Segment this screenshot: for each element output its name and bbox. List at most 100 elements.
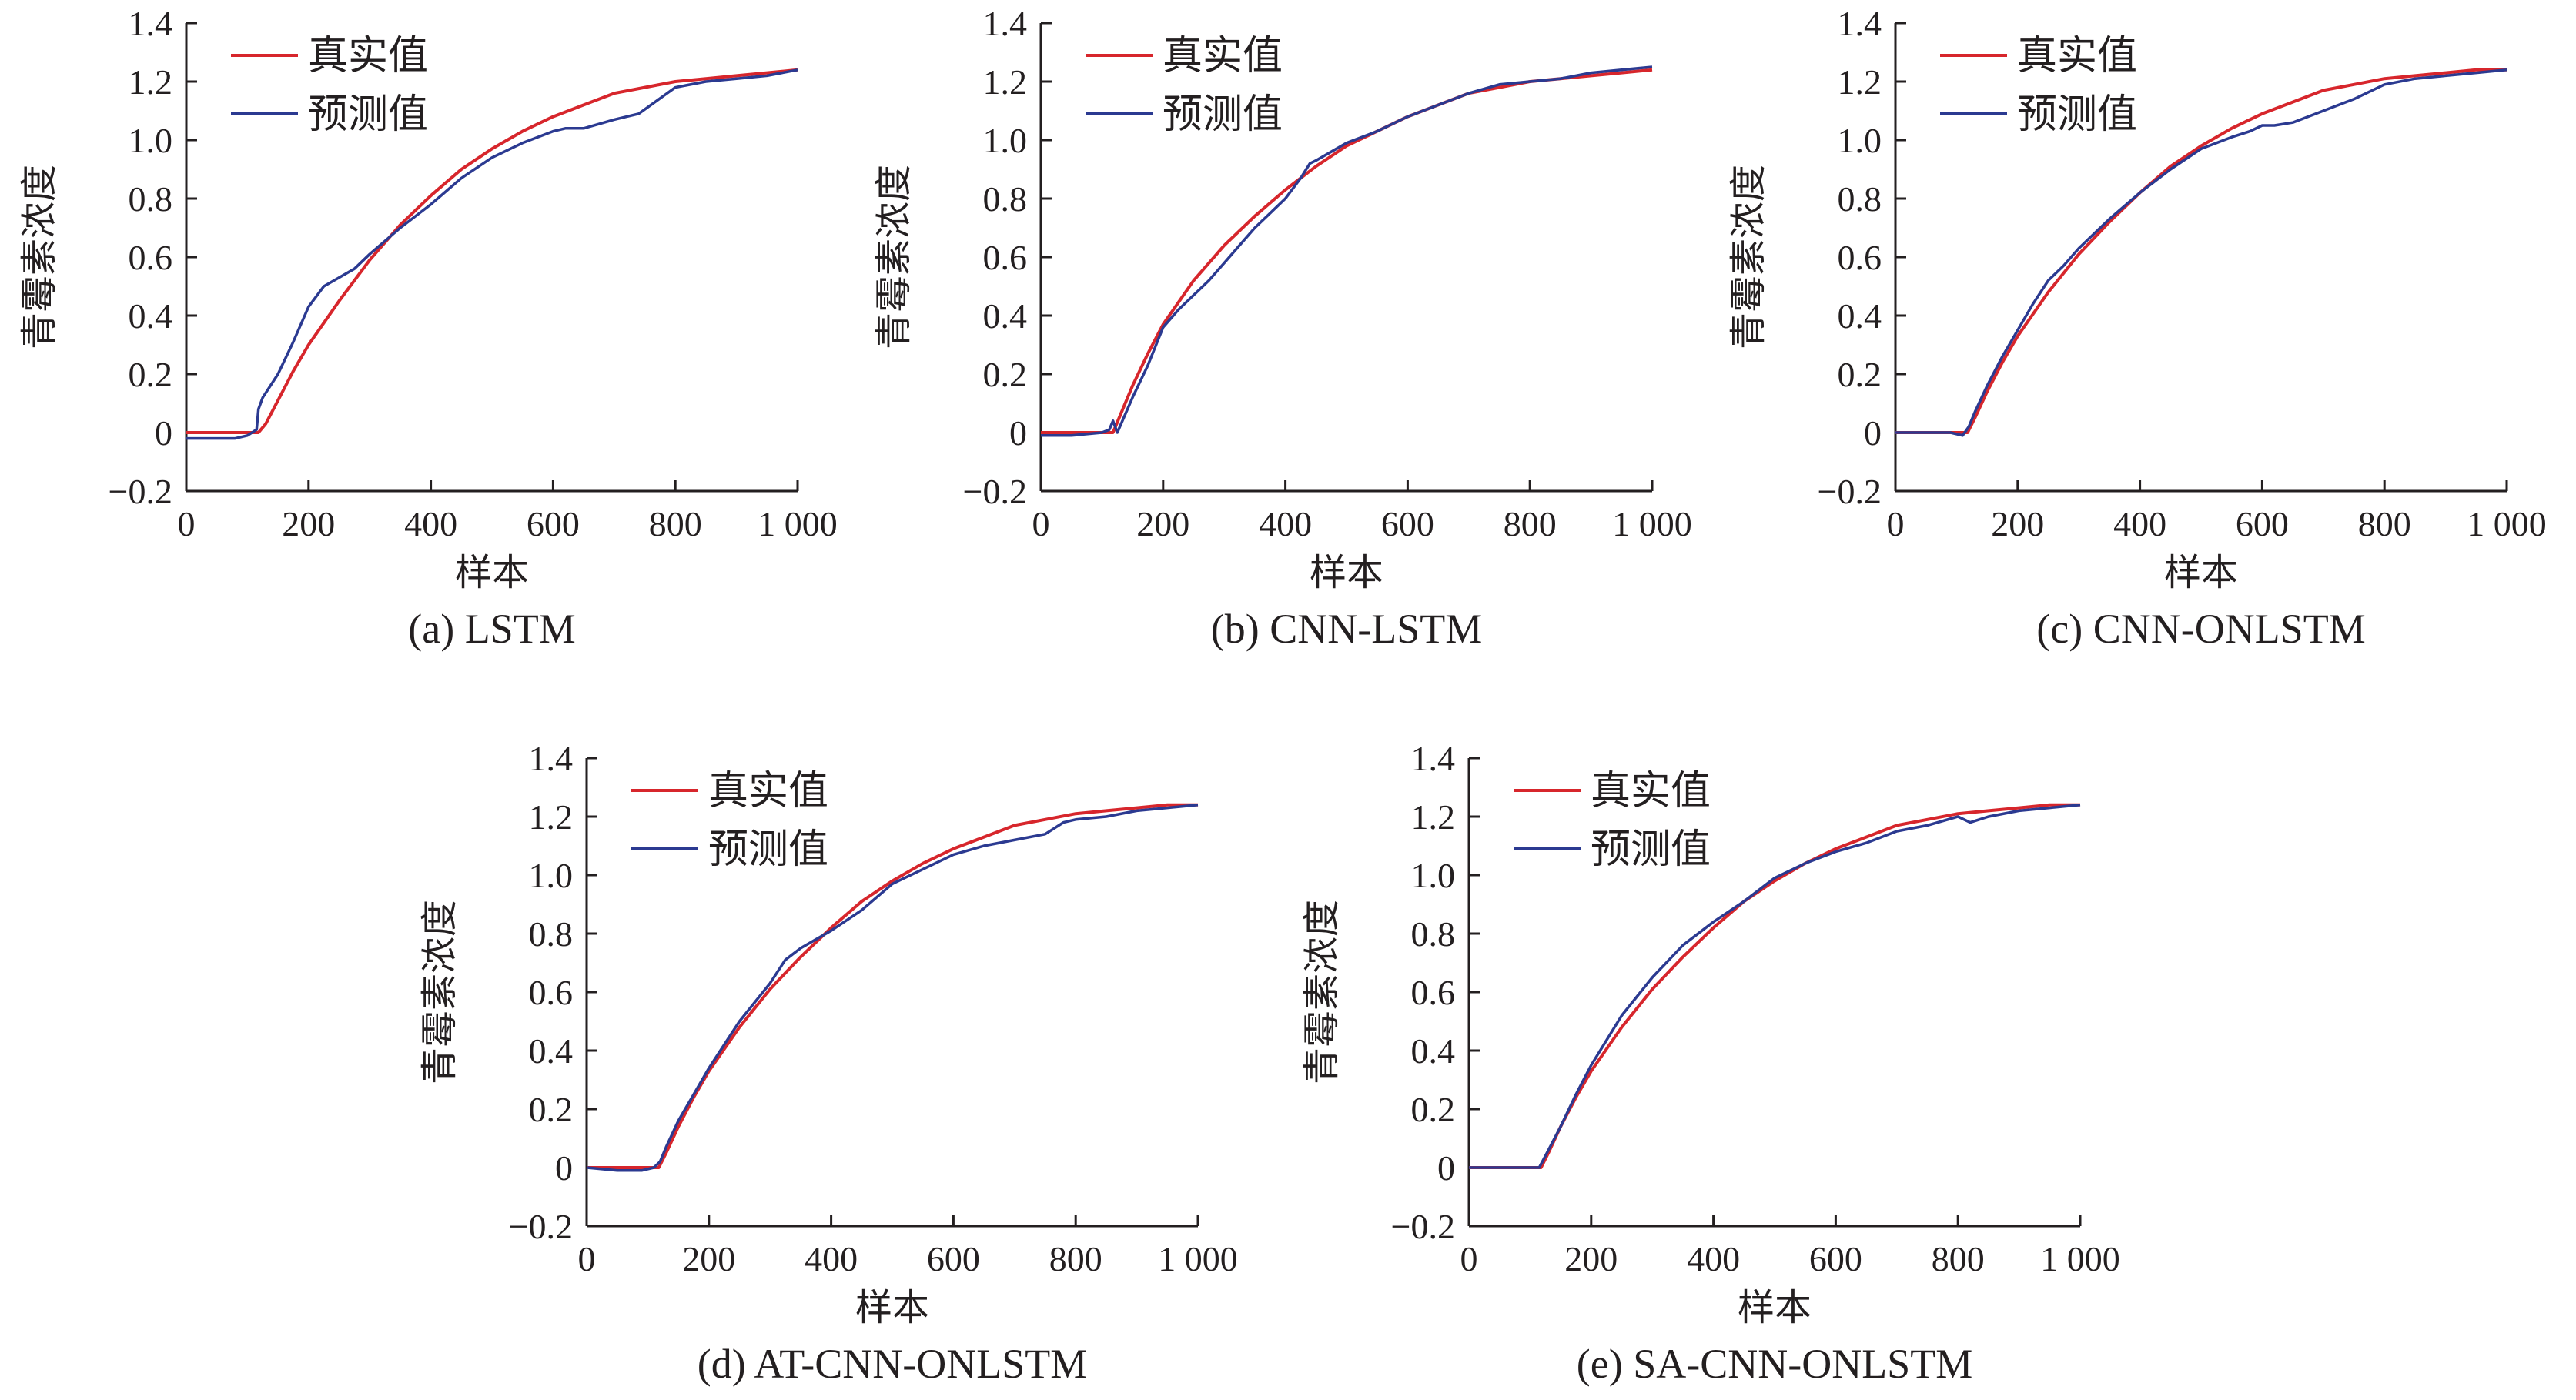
legend-label: 预测值 bbox=[1591, 828, 1711, 872]
chart-panel-a: −0.200.20.40.60.81.01.21.40 200 400 600 800 1… bbox=[19, 4, 838, 652]
legend-label: 真实值 bbox=[2017, 35, 2137, 79]
x-axis-label: 样本 bbox=[2164, 553, 2238, 593]
y-tick-label: 1.4 bbox=[1838, 4, 1882, 43]
series-line-predicted bbox=[586, 804, 1199, 1172]
y-tick-label: 1.2 bbox=[983, 62, 1028, 102]
x-tick-label: 400 bbox=[805, 1239, 858, 1278]
legend-label: 预测值 bbox=[1163, 93, 1283, 137]
chart-panel-d: −0.200.20.40.60.81.01.21.40 200 400 600 800 1… bbox=[420, 739, 1238, 1387]
x-tick-label: 1 000 bbox=[758, 504, 838, 543]
x-axis-label: 样本 bbox=[455, 553, 529, 593]
x-tick-label: 1 000 bbox=[1612, 504, 1692, 543]
x-tick-label: 800 bbox=[1504, 504, 1557, 543]
x-tick-label: 400 bbox=[1687, 1239, 1740, 1278]
y-tick-label: 0.6 bbox=[129, 238, 173, 277]
y-tick-label: 0.8 bbox=[1838, 179, 1882, 219]
chart-caption: (c) CNN-ONLSTM bbox=[2036, 606, 2365, 652]
x-tick-label: 800 bbox=[649, 504, 702, 543]
x-tick-label: 600 bbox=[1381, 504, 1434, 543]
legend-label: 预测值 bbox=[308, 93, 428, 137]
x-tick-label: 400 bbox=[2113, 504, 2166, 543]
y-tick-label: 0 bbox=[155, 413, 172, 453]
y-tick-label: 0.2 bbox=[529, 1090, 574, 1129]
x-tick-label: 600 bbox=[1809, 1239, 1862, 1278]
series-line-true bbox=[1895, 68, 2507, 434]
y-tick-label: 0 bbox=[1437, 1148, 1455, 1188]
x-tick-label: 1 000 bbox=[2467, 504, 2547, 543]
y-tick-label: 0.6 bbox=[983, 238, 1028, 277]
legend-label: 预测值 bbox=[2017, 93, 2137, 137]
y-tick-label: 0.2 bbox=[1411, 1090, 1456, 1129]
y-tick-label: 0.4 bbox=[983, 296, 1028, 336]
y-tick-label: 0.4 bbox=[129, 296, 173, 336]
y-tick-label: 0.4 bbox=[1411, 1031, 1456, 1071]
series-line-predicted bbox=[186, 68, 798, 440]
y-tick-label: 0.8 bbox=[983, 179, 1028, 219]
y-tick-label: 1.4 bbox=[983, 4, 1028, 43]
x-tick-label: 600 bbox=[527, 504, 580, 543]
y-tick-label: 1.2 bbox=[129, 62, 173, 102]
y-tick-label: −0.2 bbox=[1391, 1207, 1455, 1246]
x-axis-label: 样本 bbox=[1738, 1288, 1812, 1328]
y-tick-label: 0 bbox=[1864, 413, 1882, 453]
y-tick-label: 0.8 bbox=[129, 179, 173, 219]
x-tick-label: 600 bbox=[2236, 504, 2289, 543]
y-tick-label: 0.8 bbox=[1411, 914, 1456, 954]
x-tick-label: 200 bbox=[282, 504, 335, 543]
chart-panel-b: −0.200.20.40.60.81.01.21.40 200 400 600 800 1… bbox=[874, 4, 1692, 652]
chart-caption: (d) AT-CNN-ONLSTM bbox=[698, 1341, 1088, 1387]
x-tick-label: 800 bbox=[1049, 1239, 1102, 1278]
legend-label: 真实值 bbox=[1163, 35, 1283, 79]
series-line-true bbox=[587, 803, 1198, 1169]
x-tick-label: 400 bbox=[1259, 504, 1312, 543]
x-tick-label: 600 bbox=[927, 1239, 980, 1278]
x-axis-label: 样本 bbox=[1310, 553, 1383, 593]
y-tick-label: 1.0 bbox=[1838, 121, 1882, 160]
x-tick-label: 400 bbox=[404, 504, 457, 543]
y-tick-label: 0.2 bbox=[1838, 355, 1882, 394]
y-tick-label: 0.6 bbox=[1411, 973, 1456, 1012]
series-line-predicted bbox=[1895, 68, 2507, 437]
y-tick-label: 0.6 bbox=[1838, 238, 1882, 277]
y-axis-label: 青霉素浓度 bbox=[1302, 900, 1343, 1084]
y-axis-label: 青霉素浓度 bbox=[420, 900, 460, 1084]
series-line-predicted bbox=[1041, 65, 1653, 437]
y-tick-label: 1.0 bbox=[983, 121, 1028, 160]
y-tick-label: −0.2 bbox=[509, 1207, 573, 1246]
x-tick-label: 0 bbox=[1460, 1239, 1478, 1278]
y-tick-label: 1.4 bbox=[129, 4, 173, 43]
legend-label: 真实值 bbox=[308, 35, 428, 79]
x-tick-label: 800 bbox=[2358, 504, 2411, 543]
series-line-true bbox=[1469, 803, 2080, 1169]
series-line-true bbox=[186, 68, 798, 434]
chart-caption: (a) LSTM bbox=[408, 606, 575, 652]
y-tick-label: 1.0 bbox=[1411, 856, 1456, 895]
y-tick-label: −0.2 bbox=[963, 472, 1027, 511]
legend-label: 真实值 bbox=[1591, 770, 1711, 814]
y-axis-label: 青霉素浓度 bbox=[874, 165, 915, 349]
x-tick-label: 0 bbox=[1887, 504, 1905, 543]
y-tick-label: 1.0 bbox=[129, 121, 173, 160]
y-tick-label: 1.2 bbox=[1838, 62, 1882, 102]
x-tick-label: 200 bbox=[1136, 504, 1189, 543]
y-tick-label: −0.2 bbox=[1818, 472, 1882, 511]
chart-panel-c: −0.200.20.40.60.81.01.21.40 200 400 600 800 1… bbox=[1728, 4, 2547, 652]
y-tick-label: 0.4 bbox=[1838, 296, 1882, 336]
x-axis-label: 样本 bbox=[855, 1288, 929, 1328]
y-tick-label: 0.4 bbox=[529, 1031, 574, 1071]
x-tick-label: 200 bbox=[1564, 1239, 1618, 1278]
x-tick-label: 0 bbox=[578, 1239, 596, 1278]
x-tick-label: 200 bbox=[682, 1239, 735, 1278]
series-line-true bbox=[1041, 68, 1653, 434]
y-axis-label: 青霉素浓度 bbox=[19, 165, 60, 349]
chart-caption: (e) SA-CNN-ONLSTM bbox=[1577, 1341, 1972, 1387]
y-tick-label: 1.0 bbox=[529, 856, 574, 895]
x-tick-label: 1 000 bbox=[2040, 1239, 2120, 1278]
legend-label: 预测值 bbox=[708, 828, 828, 872]
chart-panel-e: −0.200.20.40.60.81.01.21.40 200 400 600 800 1… bbox=[1302, 739, 2120, 1387]
y-axis-label: 青霉素浓度 bbox=[1728, 165, 1769, 349]
x-tick-label: 1 000 bbox=[1158, 1239, 1238, 1278]
x-tick-label: 200 bbox=[1991, 504, 2044, 543]
series-line-predicted bbox=[1469, 804, 2081, 1169]
